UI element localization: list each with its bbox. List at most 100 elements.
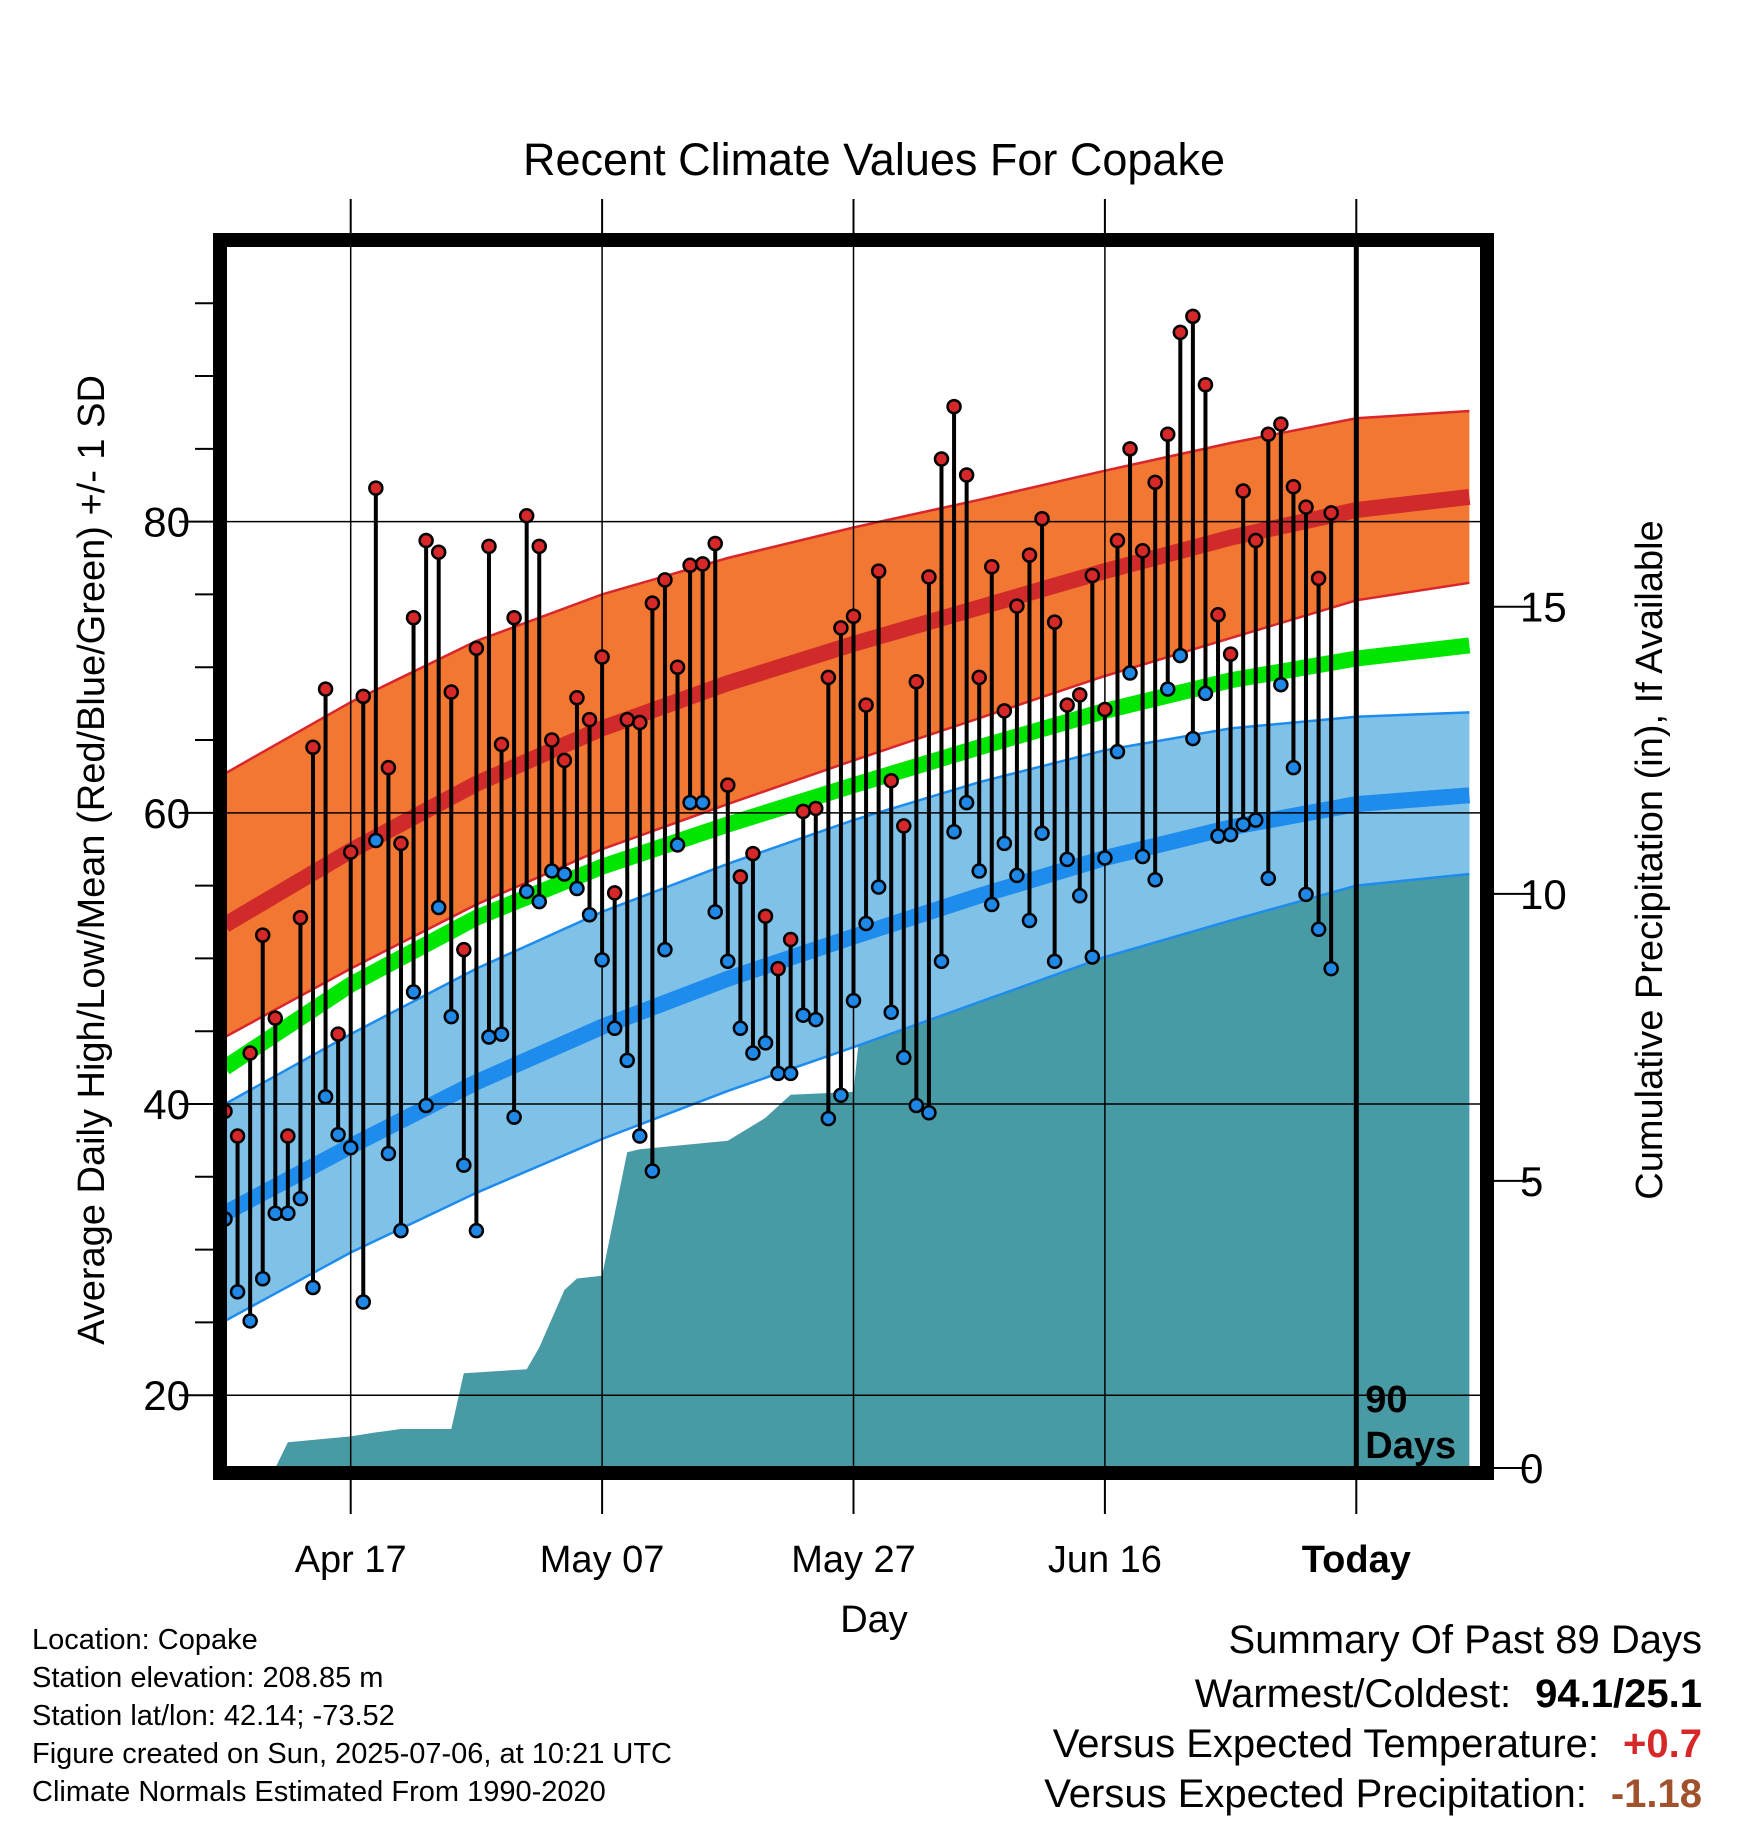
today-label: 90 <box>1365 1379 1407 1421</box>
daily-high-point <box>682 557 698 574</box>
daily-high-point <box>1185 308 1201 325</box>
daily-low-point <box>1172 647 1189 664</box>
daily-low-point <box>280 1205 296 1221</box>
daily-high-point <box>657 572 673 588</box>
daily-low-point <box>1337 0 1350 7</box>
daily-low-point <box>606 1020 623 1037</box>
daily-high-point <box>644 595 661 611</box>
daily-high-point <box>368 480 384 496</box>
daily-high-point <box>1260 426 1277 443</box>
daily-low-point <box>1134 848 1151 865</box>
daily-low-point <box>443 1008 460 1025</box>
daily-high-point <box>393 835 409 852</box>
location-info: Location: Copake Station elevation: 208.… <box>32 1621 672 1811</box>
daily-low-point <box>883 1004 899 1021</box>
daily-high-point <box>757 908 774 924</box>
x-tick-label: May 07 <box>540 1539 665 1581</box>
daily-high-point <box>896 818 912 834</box>
daily-high-point <box>1273 416 1289 432</box>
daily-low-point <box>1285 759 1302 776</box>
daily-high-point <box>418 532 434 549</box>
daily-high-point <box>1021 547 1038 563</box>
daily-high-point <box>493 736 510 753</box>
daily-low-point <box>870 879 887 895</box>
daily-high-point <box>745 845 761 862</box>
daily-high-point <box>1172 324 1189 341</box>
daily-high-point <box>430 544 447 560</box>
precip-label: Versus Expected Precipitation: <box>1044 1772 1587 1816</box>
daily-low-point <box>468 1222 485 1239</box>
daily-low-point <box>254 1270 271 1287</box>
daily-low-point <box>518 883 535 900</box>
y-tick-label: 60 <box>143 790 190 837</box>
daily-high-point <box>946 398 962 415</box>
daily-high-point <box>330 1026 346 1042</box>
daily-low-point <box>845 992 862 1009</box>
today-label: Days <box>1365 1425 1456 1467</box>
daily-high-point <box>317 681 334 697</box>
normals-period: Climate Normals Estimated From 1990-2020 <box>32 1776 606 1808</box>
daily-high-point <box>770 960 786 977</box>
daily-high-point <box>971 669 987 686</box>
daily-high-point <box>443 684 460 700</box>
daily-low-point <box>1185 730 1201 747</box>
y-axis-label: Average Daily High/Low/Mean (Red/Blue/Gr… <box>71 375 113 1345</box>
daily-high-point <box>506 609 522 626</box>
daily-low-point <box>1222 826 1239 843</box>
daily-high-point <box>1310 570 1327 587</box>
daily-high-point <box>569 690 585 706</box>
daily-low-point <box>405 984 422 1000</box>
daily-high-point <box>858 697 874 713</box>
daily-high-point <box>1160 426 1176 443</box>
daily-high-point <box>619 711 635 728</box>
daily-low-point <box>456 1157 472 1173</box>
daily-low-point <box>632 1128 648 1144</box>
daily-low-point <box>971 863 987 879</box>
daily-low-point <box>1084 949 1101 965</box>
daily-low-point <box>820 1110 837 1127</box>
y2-tick-label: 10 <box>1520 871 1567 918</box>
daily-low-point <box>1059 851 1075 868</box>
daily-low-point <box>292 1190 309 1207</box>
daily-high-point <box>544 732 560 748</box>
daily-high-point <box>732 869 749 885</box>
daily-low-point <box>757 1035 774 1051</box>
daily-high-point <box>808 800 824 817</box>
daily-low-point <box>1097 850 1113 866</box>
plot-clipped-group <box>225 0 1482 1468</box>
daily-high-point <box>1009 598 1025 614</box>
daily-low-point <box>418 1097 434 1114</box>
warm-cold-value: 94.1/25.1 <box>1535 1672 1702 1716</box>
daily-low-point <box>669 837 686 853</box>
y-tick-label: 80 <box>143 499 190 546</box>
daily-high-point <box>1059 697 1075 713</box>
daily-low-point <box>694 794 711 811</box>
y-tick-label: 20 <box>143 1372 190 1419</box>
daily-high-point <box>1046 614 1063 630</box>
precip-area <box>225 802 1470 1468</box>
daily-high-point <box>355 688 372 705</box>
daily-low-point <box>581 906 598 923</box>
daily-low-point <box>770 1065 786 1082</box>
daily-low-point <box>657 941 673 958</box>
daily-high-point <box>694 556 711 572</box>
daily-high-point <box>1147 474 1163 491</box>
plot-frame <box>213 233 1494 1480</box>
daily-low-point <box>720 953 736 970</box>
daily-low-point <box>368 832 384 849</box>
daily-high-point <box>845 608 862 625</box>
daily-high-point <box>594 649 610 665</box>
daily-low-point <box>921 1104 937 1121</box>
daily-high-point <box>305 739 321 756</box>
daily-low-point <box>267 1205 284 1221</box>
daily-high-point <box>468 640 485 657</box>
daily-low-point <box>1273 676 1289 693</box>
x-axis-label: Day <box>840 1599 908 1641</box>
chart-title: Recent Climate Values For Copake <box>523 134 1225 185</box>
daily-low-point <box>896 1049 912 1066</box>
daily-low-point <box>1122 665 1138 681</box>
daily-high-point <box>1337 0 1350 7</box>
y2-axis-label: Cumulative Precipitation (in), If Availa… <box>1629 520 1671 1199</box>
daily-low-point <box>305 1279 321 1296</box>
daily-high-point <box>782 931 799 948</box>
